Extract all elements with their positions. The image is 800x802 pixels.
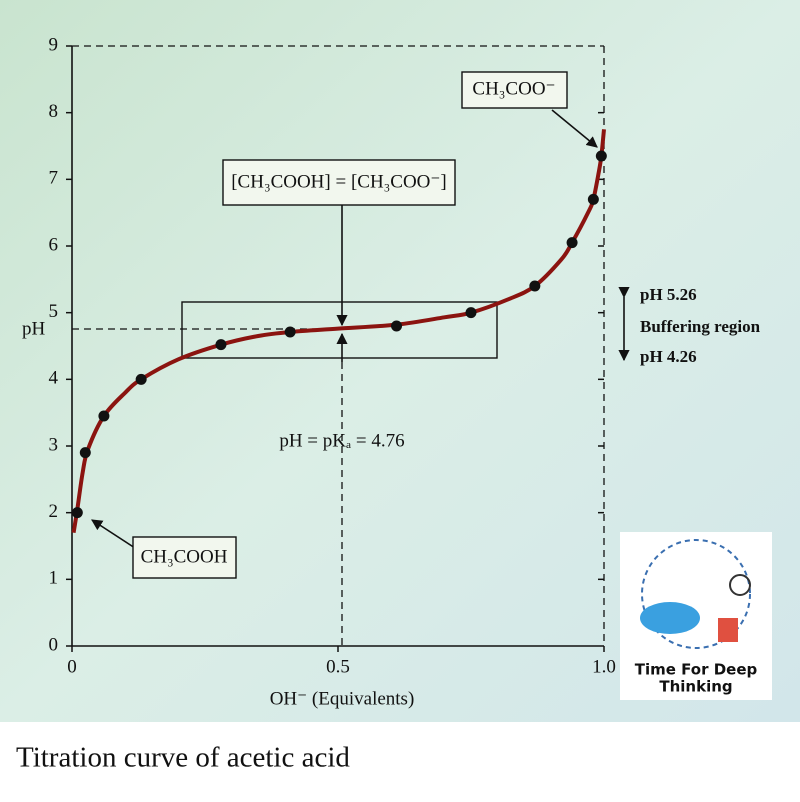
annotation: CH₃COO⁻ (472, 78, 555, 99)
data-point (529, 280, 541, 292)
data-point (391, 320, 403, 332)
x-axis-label: OH⁻ (Equivalents) (270, 688, 415, 709)
arrow (551, 109, 598, 148)
caption: Titration curve of acetic acid (16, 742, 350, 774)
data-point (566, 237, 578, 249)
annotation: pH 4.26 (640, 347, 697, 366)
x-tick-label: 1.0 (592, 656, 616, 677)
y-tick-label: 3 (49, 434, 59, 455)
x-tick-label: 0 (67, 656, 77, 677)
annotation-box (461, 71, 568, 109)
data-point (71, 507, 83, 519)
data-point (587, 193, 599, 205)
data-point (595, 150, 607, 162)
y-axis-label: pH (22, 318, 46, 339)
y-tick-label: 7 (49, 168, 59, 189)
arrow (91, 519, 136, 549)
y-tick-label: 1 (49, 568, 59, 589)
data-point (135, 373, 147, 385)
annotation: CH₃COOH (141, 546, 228, 567)
annotation: pH = pKₐ = 4.76 (279, 430, 404, 451)
data-point (79, 447, 91, 459)
annotation-box (132, 536, 237, 579)
x-tick-label: 0.5 (326, 656, 350, 677)
annotation: Buffering region (640, 317, 761, 336)
annotation: [CH₃COOH] = [CH₃COO⁻] (231, 171, 447, 192)
logo-ring (641, 539, 751, 649)
annotation: pH 5.26 (640, 285, 697, 304)
y-tick-label: 2 (49, 501, 59, 522)
data-point (215, 339, 227, 351)
y-tick-label: 4 (49, 368, 59, 389)
logo-text: Time For Deep (635, 661, 758, 679)
annotation-box (222, 159, 456, 206)
y-tick-label: 8 (49, 101, 59, 122)
logo-cloud (640, 602, 700, 634)
data-point (284, 326, 296, 338)
y-tick-label: 5 (49, 301, 59, 322)
logo-head (729, 574, 751, 596)
y-tick-label: 0 (49, 634, 59, 655)
data-point (98, 410, 110, 422)
data-point (465, 307, 477, 319)
y-tick-label: 9 (49, 34, 59, 55)
buffer-box (181, 301, 498, 359)
logo-chair (718, 618, 738, 642)
y-tick-label: 6 (49, 234, 59, 255)
logo-text: Thinking (659, 678, 732, 696)
